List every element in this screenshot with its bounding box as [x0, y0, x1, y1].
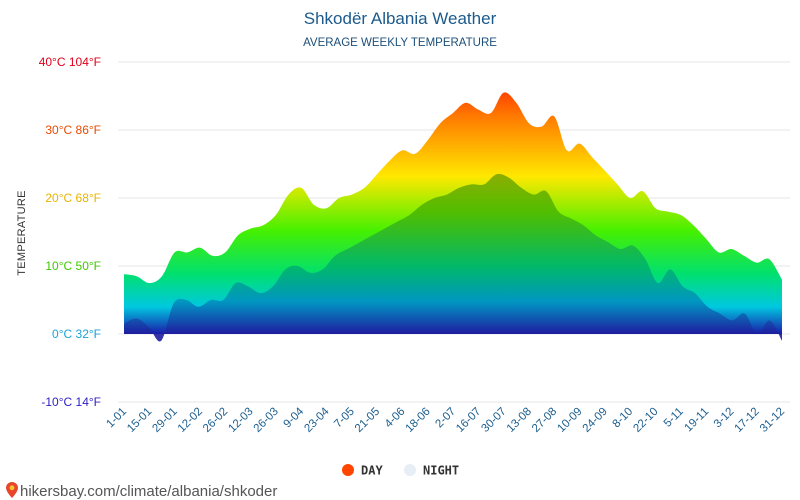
y-axis-label: TEMPERATURE: [16, 190, 28, 276]
legend-day-label: DAY: [361, 464, 383, 478]
x-tick-label: 21-05: [353, 406, 382, 435]
legend-night-marker: [404, 464, 416, 476]
y-tick-label: 0°C 32°F: [52, 327, 101, 341]
data-areas: [124, 92, 782, 342]
x-tick-label: 24-09: [581, 406, 610, 435]
x-tick-label: 29-01: [150, 406, 179, 435]
x-tick-label: 13-08: [505, 406, 534, 435]
y-tick-label: 40°C 104°F: [39, 55, 101, 69]
x-tick-label: 23-04: [302, 405, 332, 435]
x-tick-label: 22-10: [631, 406, 660, 435]
x-tick-label: 19-11: [683, 406, 712, 435]
x-tick-label: 18-06: [404, 406, 433, 435]
x-tick-label: 26-03: [252, 406, 281, 435]
x-tick-label: 31-12: [758, 406, 787, 435]
y-tick-label: -10°C 14°F: [41, 395, 101, 409]
x-tick-label: 17-12: [733, 406, 762, 435]
y-tick-label: 30°C 86°F: [45, 123, 101, 137]
x-tick-label: 10-09: [555, 406, 584, 435]
legend-day-marker: [342, 464, 354, 476]
y-axis-ticks: 40°C 104°F 30°C 86°F 20°C 68°F 10°C 50°F 0°C…: [39, 55, 101, 409]
location-pin-icon: [6, 482, 18, 498]
x-tick-label: 16-07: [454, 406, 483, 435]
x-tick-label: 26-02: [201, 406, 230, 435]
x-tick-label: 30-07: [479, 406, 508, 435]
y-tick-label: 20°C 68°F: [45, 191, 101, 205]
legend: DAY NIGHT: [342, 464, 459, 478]
x-tick-label: 27-08: [530, 406, 559, 435]
chart-subtitle: AVERAGE WEEKLY TEMPERATURE: [303, 37, 497, 49]
source-url[interactable]: hikersbay.com/climate/albania/shkoder: [20, 483, 277, 500]
x-tick-label: 12-02: [176, 406, 205, 435]
x-tick-label: 15-01: [125, 406, 154, 435]
x-tick-label: 12-03: [226, 406, 255, 435]
legend-night-label: NIGHT: [423, 464, 459, 478]
source-link[interactable]: hikersbay.com/climate/albania/shkoder: [6, 482, 277, 500]
y-tick-label: 10°C 50°F: [45, 259, 101, 273]
chart-title: Shkodër Albania Weather: [304, 9, 497, 28]
night-temperature-area: [124, 173, 782, 342]
